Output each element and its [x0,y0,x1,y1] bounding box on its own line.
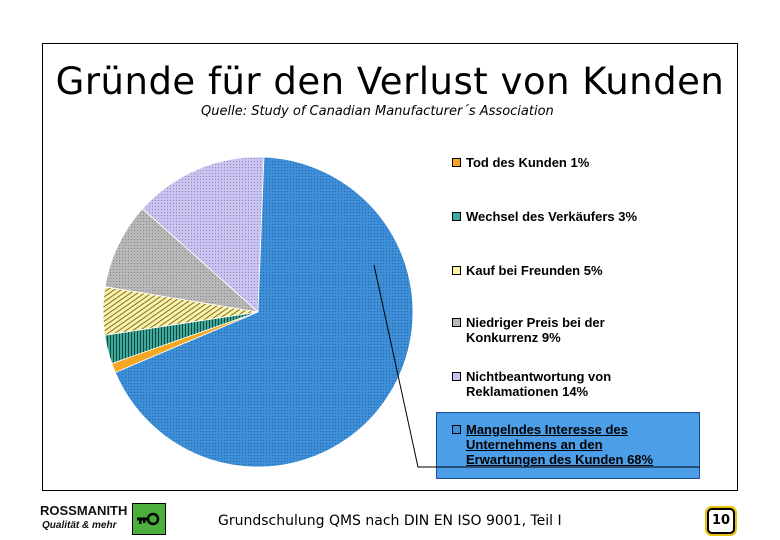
legend-swatch [452,425,461,434]
slice-reklamation [141,156,265,313]
legend-swatch [452,158,461,167]
key-icon [132,503,166,535]
slice-preis [104,208,260,313]
legend-label: Wechsel des Verkäufers 3% [466,209,638,224]
legend-item: Kauf bei Freunden 5% [452,263,676,278]
footer-text: Grundschulung QMS nach DIN EN ISO 9001, … [218,513,562,529]
legend-swatch [452,212,461,221]
legend-label: Tod des Kunden 1% [466,155,590,170]
legend-label: Niedriger Preis bei der Konkurrenz 9% [466,315,605,345]
page-number: 10 [707,508,735,534]
chart-frame: Gründe für den Verlust von Kunden Quelle… [42,43,738,491]
slice-interesse [114,156,414,468]
legend-swatch [452,372,461,381]
pie-chart [102,156,414,468]
legend-swatch [452,266,461,275]
legend-label: Kauf bei Freunden 5% [466,263,603,278]
legend-label: Nichtbeantwortung von Reklamationen 14% [466,369,612,399]
legend-item: Nichtbeantwortung von Reklamationen 14% [452,369,676,399]
logo-tagline: Qualität & mehr [42,520,117,531]
company-logo: ROSSMANITH Qualität & mehr [40,503,168,537]
legend-swatch [452,318,461,327]
legend-label: Mangelndes Interesse des Unternehmens an… [466,422,654,467]
page-title: Gründe für den Verlust von Kunden [55,60,725,103]
legend-item: Tod des Kunden 1% [452,155,676,170]
legend-item: Mangelndes Interesse des Unternehmens an… [452,422,676,467]
chart-subtitle: Quelle: Study of Canadian Manufacturer´s… [201,104,554,119]
legend-item: Wechsel des Verkäufers 3% [452,209,676,224]
logo-name: ROSSMANITH [40,503,128,518]
legend-item: Niedriger Preis bei der Konkurrenz 9% [452,315,676,345]
highlight-box [436,412,700,479]
